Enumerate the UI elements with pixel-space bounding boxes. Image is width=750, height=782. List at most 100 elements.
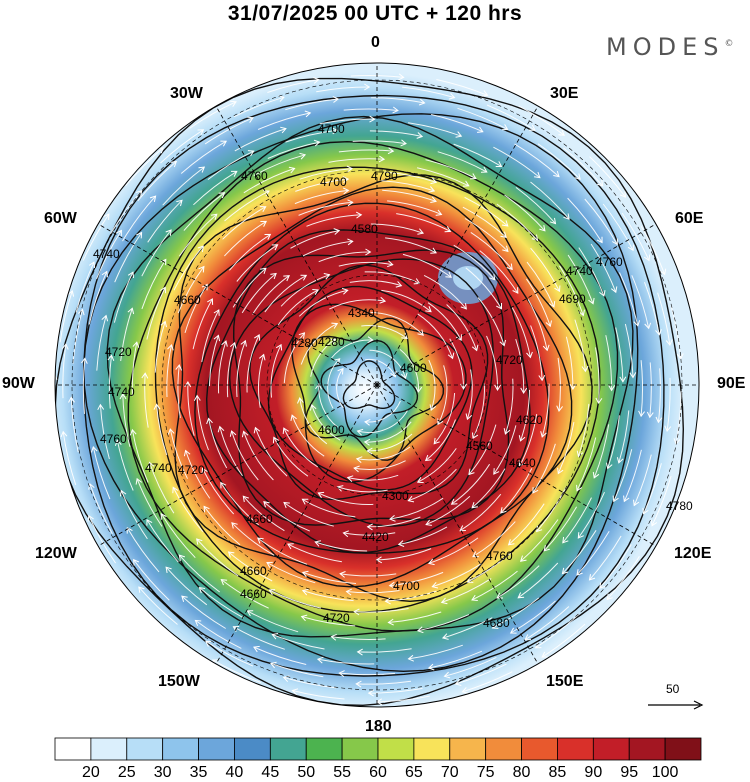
streamline-arrow bbox=[524, 634, 532, 641]
streamline bbox=[385, 237, 437, 254]
streamline-arrow bbox=[519, 555, 527, 562]
streamline bbox=[427, 302, 462, 341]
streamline bbox=[370, 311, 424, 336]
streamline-arrow bbox=[366, 447, 373, 455]
streamline-arrow bbox=[532, 487, 539, 494]
streamline-arrow bbox=[254, 334, 261, 341]
streamline-arrow bbox=[433, 437, 440, 445]
streamline-arrow bbox=[443, 671, 451, 679]
streamline-arrow bbox=[418, 98, 426, 106]
streamline bbox=[493, 146, 541, 178]
streamline-arrow bbox=[431, 581, 439, 589]
streamline bbox=[315, 541, 368, 552]
streamline bbox=[257, 537, 308, 565]
streamline-arrow bbox=[643, 254, 651, 262]
streamline bbox=[295, 178, 349, 192]
streamline-arrow bbox=[207, 298, 214, 305]
streamline bbox=[511, 307, 531, 358]
streamline bbox=[299, 397, 328, 445]
streamline-arrow bbox=[282, 427, 289, 434]
streamline-arrow bbox=[167, 428, 175, 435]
streamline bbox=[208, 418, 228, 469]
streamline bbox=[258, 354, 265, 408]
streamline-arrow bbox=[501, 220, 509, 227]
streamline-arrow bbox=[264, 233, 272, 240]
streamline-arrow bbox=[429, 404, 437, 412]
streamline-arrow bbox=[301, 570, 309, 578]
streamline-arrow bbox=[387, 260, 394, 268]
streamline-arrow bbox=[503, 428, 511, 435]
streamline-arrow bbox=[253, 645, 260, 653]
streamline-arrow bbox=[217, 425, 225, 433]
longitude-label: 150W bbox=[158, 673, 200, 690]
colorbar-swatch bbox=[592, 737, 630, 761]
streamline bbox=[131, 429, 149, 483]
streamline-arrow bbox=[178, 554, 186, 561]
streamline bbox=[222, 206, 266, 240]
colorbar bbox=[54, 737, 702, 761]
streamline bbox=[520, 519, 559, 562]
streamline-arrow bbox=[356, 428, 364, 436]
streamline-arrow bbox=[425, 519, 432, 526]
streamline-arrow bbox=[501, 124, 509, 131]
streamline-arrow bbox=[135, 189, 143, 197]
streamline bbox=[318, 251, 371, 263]
meridian-line bbox=[82, 214, 378, 386]
streamline-arrow bbox=[397, 540, 405, 547]
streamline bbox=[385, 590, 437, 602]
streamline-arrow bbox=[165, 566, 172, 573]
streamline-arrow bbox=[241, 430, 249, 438]
streamline bbox=[417, 313, 454, 359]
colorbar-swatch bbox=[162, 737, 199, 761]
streamline-arrow bbox=[119, 489, 127, 497]
streamline-arrow bbox=[331, 322, 339, 329]
streamline bbox=[267, 141, 320, 159]
streamline-arrow bbox=[230, 100, 237, 107]
streamline bbox=[301, 616, 356, 627]
streamline bbox=[294, 189, 349, 205]
streamline-arrow bbox=[291, 688, 299, 695]
streamline bbox=[515, 338, 525, 394]
streamline-arrow bbox=[141, 609, 149, 617]
streamline-arrow bbox=[644, 322, 652, 330]
streamline-arrow bbox=[269, 661, 277, 669]
streamline-arrow bbox=[259, 206, 267, 213]
streamline-arrow bbox=[342, 176, 350, 184]
streamline-arrow bbox=[283, 501, 290, 509]
streamline-arrow bbox=[323, 273, 331, 280]
streamline-arrow bbox=[341, 287, 349, 295]
streamline bbox=[381, 289, 432, 313]
streamline-arrow bbox=[159, 286, 167, 294]
streamline bbox=[228, 551, 273, 582]
longitude-label: 180 bbox=[365, 718, 392, 735]
streamline-arrow bbox=[366, 523, 373, 531]
streamline bbox=[408, 644, 463, 660]
streamline bbox=[416, 167, 470, 187]
streamline-arrow bbox=[355, 680, 362, 688]
streamline-arrow bbox=[60, 430, 68, 438]
streamline bbox=[471, 570, 518, 601]
streamline-arrow bbox=[612, 495, 619, 503]
streamline-arrow bbox=[287, 543, 294, 550]
longitude-label: 150E bbox=[546, 673, 584, 690]
streamline-arrow bbox=[468, 468, 475, 476]
streamline bbox=[273, 437, 309, 477]
streamline-arrow bbox=[193, 394, 201, 402]
streamline-arrow bbox=[481, 90, 489, 97]
streamline bbox=[387, 200, 442, 215]
streamline-arrow bbox=[455, 131, 463, 138]
streamline bbox=[388, 611, 442, 623]
streamline bbox=[364, 400, 401, 423]
streamline-arrow bbox=[461, 687, 469, 694]
streamline-arrow bbox=[416, 477, 424, 484]
streamline-arrow bbox=[427, 558, 435, 566]
streamline-arrow bbox=[181, 595, 188, 602]
streamline-arrow bbox=[317, 491, 325, 499]
streamline bbox=[381, 180, 435, 192]
streamline-arrow bbox=[539, 225, 546, 232]
streamline bbox=[382, 189, 437, 202]
streamline bbox=[192, 298, 213, 350]
streamline-arrow bbox=[417, 228, 425, 235]
streamline bbox=[236, 340, 246, 398]
streamline-arrow bbox=[198, 166, 206, 173]
